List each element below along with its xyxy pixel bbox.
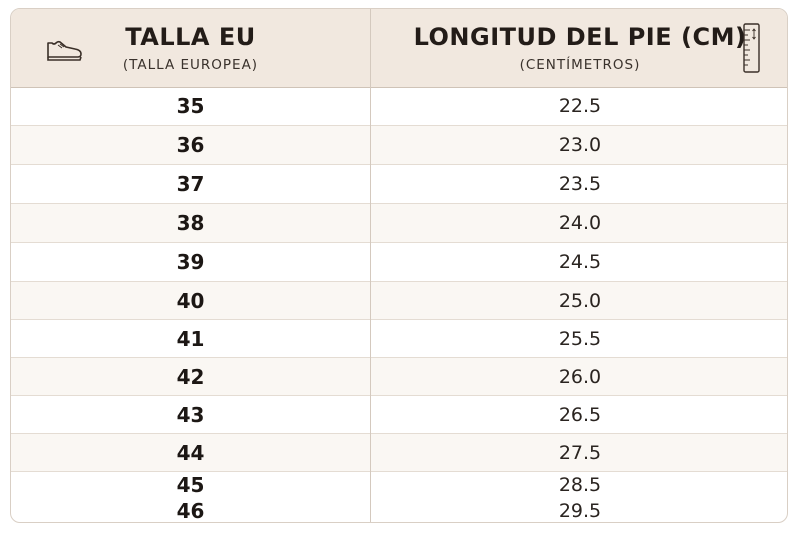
column-divider [370, 9, 371, 522]
length-cell: 29.5 [558, 500, 602, 522]
length-cell: 25.0 [558, 289, 602, 312]
table-row: 38 24.0 [11, 204, 787, 243]
size-cell: 40 [176, 288, 205, 313]
size-column-title: TALLA EU [125, 23, 256, 51]
size-cell: 37 [176, 172, 205, 196]
length-cell: 26.0 [558, 365, 602, 388]
table-row-combined: 45 46 28.5 29.5 [11, 472, 787, 523]
header-cell-size: TALLA EU (TALLA EUROPEA) [11, 9, 370, 87]
table-row: 43 26.5 [11, 396, 787, 434]
size-cell: 44 [176, 440, 205, 465]
size-chart-table: TALLA EU (TALLA EUROPEA) LONGITUD DEL PI… [10, 8, 788, 523]
size-cell: 36 [176, 133, 205, 157]
length-cell: 24.5 [558, 251, 602, 273]
length-column-subtitle: (CENTÍMETROS) [519, 57, 641, 73]
header-cell-length: LONGITUD DEL PIE (CM) (CENTÍMETROS) [371, 9, 787, 87]
table-row: 35 22.5 [11, 87, 787, 126]
table-row: 39 24.5 [11, 243, 787, 282]
size-cell: 42 [176, 364, 205, 389]
table-row: 37 23.5 [11, 165, 787, 204]
size-cell: 35 [176, 94, 205, 118]
size-column-subtitle: (TALLA EUROPEA) [122, 57, 259, 73]
length-cell: 26.5 [558, 403, 602, 426]
table-row: 41 25.5 [11, 320, 787, 358]
size-cell-pair: 45 46 [11, 472, 370, 523]
length-cell: 23.0 [558, 134, 602, 156]
length-cell-pair: 28.5 29.5 [371, 472, 787, 522]
size-cell: 41 [176, 326, 205, 351]
size-cell: 38 [176, 211, 205, 235]
ruler-icon [743, 23, 760, 73]
length-cell: 24.0 [558, 212, 602, 234]
table-row: 40 25.0 [11, 282, 787, 320]
shoe-icon [47, 40, 82, 61]
length-cell: 23.5 [558, 173, 602, 195]
length-cell: 28.5 [558, 474, 602, 496]
size-cell: 39 [176, 250, 205, 274]
size-cell: 46 [176, 499, 205, 523]
table-row: 42 26.0 [11, 358, 787, 396]
size-cell: 43 [176, 402, 205, 427]
table-row: 36 23.0 [11, 126, 787, 165]
length-cell: 25.5 [558, 327, 602, 350]
length-cell: 22.5 [558, 95, 602, 117]
length-column-title: LONGITUD DEL PIE (CM) [413, 23, 747, 51]
size-cell: 45 [176, 473, 205, 497]
length-cell: 27.5 [558, 441, 602, 464]
table-row: 44 27.5 [11, 434, 787, 472]
table-header: TALLA EU (TALLA EUROPEA) LONGITUD DEL PI… [11, 9, 787, 88]
